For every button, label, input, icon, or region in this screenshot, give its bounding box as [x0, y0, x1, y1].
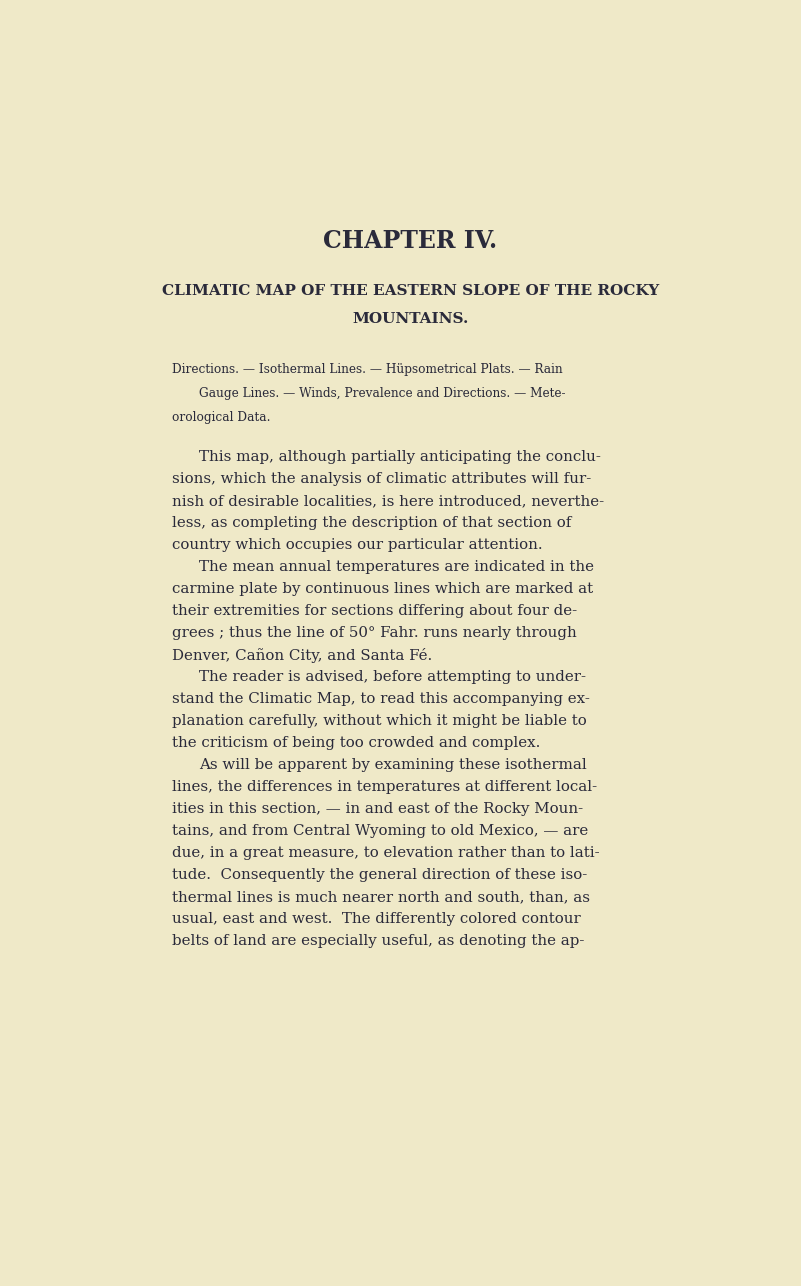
Text: thermal lines is much nearer north and south, than, as: thermal lines is much nearer north and s… — [171, 890, 590, 904]
Text: orological Data.: orological Data. — [171, 410, 270, 424]
Text: The reader is advised, before attempting to under-: The reader is advised, before attempting… — [199, 670, 586, 684]
Text: their extremities for sections differing about four de-: their extremities for sections differing… — [171, 604, 577, 619]
Text: nish of desirable localities, is here introduced, neverthe-: nish of desirable localities, is here in… — [171, 494, 604, 508]
Text: tains, and from Central Wyoming to old Mexico, — are: tains, and from Central Wyoming to old M… — [171, 824, 588, 838]
Text: sions, which the analysis of climatic attributes will fur-: sions, which the analysis of climatic at… — [171, 472, 591, 486]
Text: country which occupies our particular attention.: country which occupies our particular at… — [171, 539, 542, 552]
Text: MOUNTAINS.: MOUNTAINS. — [352, 311, 469, 325]
Text: lines, the differences in temperatures at different local-: lines, the differences in temperatures a… — [171, 781, 597, 795]
Text: the criticism of being too crowded and complex.: the criticism of being too crowded and c… — [171, 736, 540, 750]
Text: As will be apparent by examining these isothermal: As will be apparent by examining these i… — [199, 759, 587, 772]
Text: Denver, Cañon City, and Santa Fé.: Denver, Cañon City, and Santa Fé. — [171, 648, 432, 664]
Text: planation carefully, without which it might be liable to: planation carefully, without which it mi… — [171, 714, 586, 728]
Text: CLIMATIC MAP OF THE EASTERN SLOPE OF THE ROCKY: CLIMATIC MAP OF THE EASTERN SLOPE OF THE… — [162, 284, 659, 298]
Text: tude.  Consequently the general direction of these iso-: tude. Consequently the general direction… — [171, 868, 587, 882]
Text: due, in a great measure, to elevation rather than to lati-: due, in a great measure, to elevation ra… — [171, 846, 599, 860]
Text: belts of land are especially useful, as denoting the ap-: belts of land are especially useful, as … — [171, 934, 584, 948]
Text: Directions. — Isothermal Lines. — Hüpsometrical Plats. — Rain: Directions. — Isothermal Lines. — Hüpsom… — [171, 363, 562, 377]
Text: carmine plate by continuous lines which are marked at: carmine plate by continuous lines which … — [171, 583, 593, 597]
Text: CHAPTER IV.: CHAPTER IV. — [324, 229, 497, 252]
Text: The mean annual temperatures are indicated in the: The mean annual temperatures are indicat… — [199, 561, 594, 575]
Text: Gauge Lines. — Winds, Prevalence and Directions. — Mete-: Gauge Lines. — Winds, Prevalence and Dir… — [199, 387, 566, 400]
Text: stand the Climatic Map, to read this accompanying ex-: stand the Climatic Map, to read this acc… — [171, 692, 590, 706]
Text: usual, east and west.  The differently colored contour: usual, east and west. The differently co… — [171, 912, 580, 926]
Text: grees ; thus the line of 50° Fahr. runs nearly through: grees ; thus the line of 50° Fahr. runs … — [171, 626, 576, 640]
Text: This map, although partially anticipating the conclu-: This map, although partially anticipatin… — [199, 450, 602, 464]
Text: ities in this section, — in and east of the Rocky Moun-: ities in this section, — in and east of … — [171, 802, 582, 817]
Text: less, as completing the description of that section of: less, as completing the description of t… — [171, 517, 571, 530]
